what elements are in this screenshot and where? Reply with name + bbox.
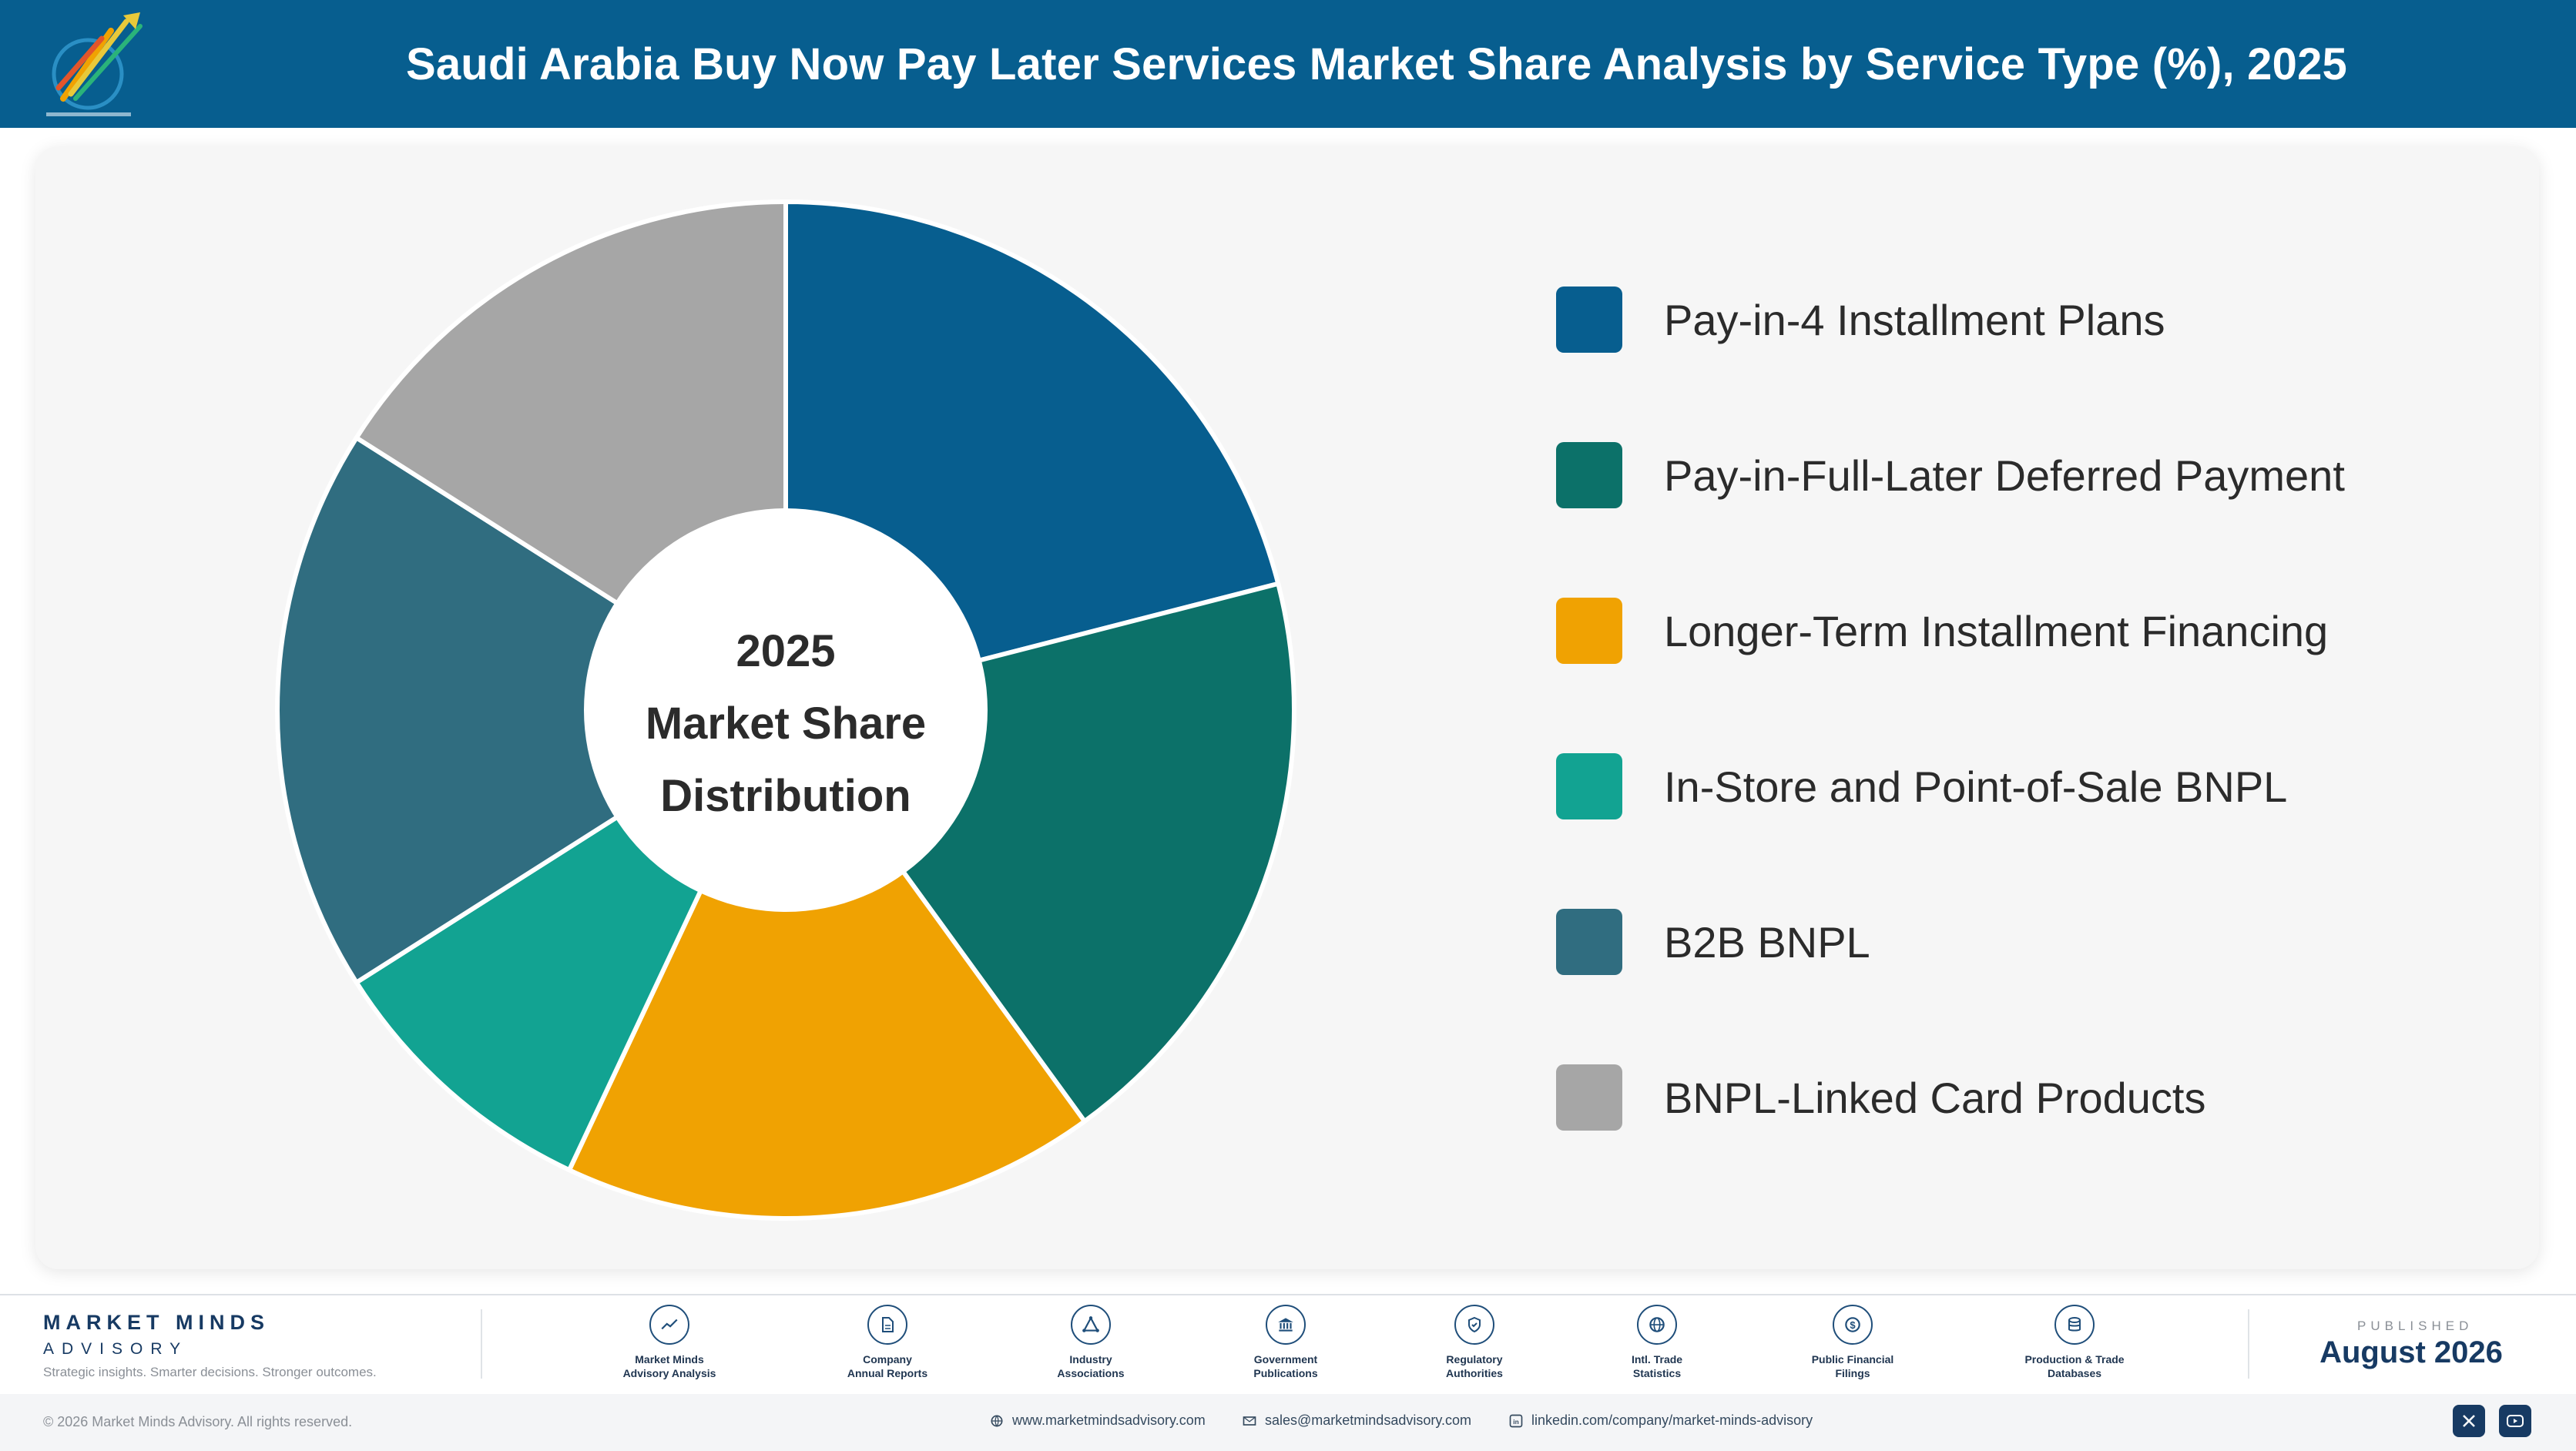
legend-swatch [1556,598,1622,664]
government-building-icon [1266,1305,1306,1345]
source-label: Industry Associations [1057,1353,1125,1379]
published-label: PUBLISHED [2357,1319,2474,1333]
shield-check-icon [1454,1305,1494,1345]
dollar-coin-icon: $ [1833,1305,1873,1345]
source-advisory-analysis: Market Minds Advisory Analysis [600,1305,739,1380]
svg-text:$: $ [1850,1319,1856,1331]
source-public-financial-filings: $ Public Financial Filings [1783,1305,1922,1380]
source-label: Company Annual Reports [847,1353,928,1379]
website-text: www.marketmindsadvisory.com [1012,1412,1206,1428]
brand-name: MARKET MINDS [43,1311,270,1334]
footer-sources-bar: MARKET MINDS ADVISORY Strategic insights… [0,1295,2576,1394]
database-icon [2054,1305,2095,1345]
globe-icon [991,1415,1003,1427]
mail-icon [1243,1416,1256,1426]
footer: MARKET MINDS ADVISORY Strategic insights… [0,1294,2576,1451]
source-industry-associations: Industry Associations [1021,1305,1160,1380]
legend-label: BNPL-Linked Card Products [1664,1073,2206,1122]
globe-icon [1637,1305,1677,1345]
center-label-year: 2025 [736,626,836,676]
legend-item-pay-in-full-later: Pay-in-Full-Later Deferred Payment [1556,441,2345,510]
legend-swatch [1556,442,1622,508]
source-government-publications: Government Publications [1216,1305,1355,1380]
page-title: Saudi Arabia Buy Now Pay Later Services … [405,39,2348,89]
legend-label: B2B BNPL [1664,917,1870,967]
legend-item-in-store-pos: In-Store and Point-of-Sale BNPL [1556,752,2287,821]
x-icon [2463,1415,2475,1427]
brand-subtitle: ADVISORY [43,1340,189,1358]
divider [2248,1309,2249,1379]
center-label-line3: Distribution [660,771,911,821]
copyright-text: © 2026 Market Minds Advisory. All rights… [43,1414,353,1429]
document-icon [867,1305,907,1345]
company-logo [46,12,143,116]
source-production-trade-databases: Production & Trade Databases [2005,1305,2144,1380]
legend-label: Longer-Term Installment Financing [1664,606,2329,655]
linkedin-icon: in [1509,1414,1523,1427]
chart-line-icon [649,1305,689,1345]
legend-swatch [1556,753,1622,819]
x-social-button[interactable] [2453,1405,2485,1437]
source-company-reports: Company Annual Reports [818,1305,957,1380]
source-label: Government Publications [1253,1353,1318,1379]
legend-label: Pay-in-4 Installment Plans [1664,295,2165,344]
source-label: Production & Trade Databases [2024,1353,2125,1379]
youtube-social-button[interactable] [2499,1405,2531,1437]
brand-tagline: Strategic insights. Smarter decisions. S… [43,1365,377,1379]
divider [481,1309,482,1379]
donut-center-label: 2025 Market Share Distribution [593,608,978,839]
linkedin-link[interactable]: in linkedin.com/company/market-minds-adv… [1508,1412,1813,1429]
youtube-icon [2507,1415,2524,1427]
source-intl-trade-statistics: Intl. Trade Statistics [1588,1305,1726,1380]
email-link[interactable]: sales@marketmindsadvisory.com [1242,1412,1471,1429]
linkedin-text: linkedin.com/company/market-minds-adviso… [1531,1412,1813,1428]
source-label: Regulatory Authorities [1446,1353,1503,1379]
source-label: Public Financial Filings [1811,1353,1894,1379]
network-icon [1071,1305,1111,1345]
website-link[interactable]: www.marketmindsadvisory.com [989,1412,1206,1429]
legend-item-longer-term-financing: Longer-Term Installment Financing [1556,596,2328,665]
source-regulatory-authorities: Regulatory Authorities [1405,1305,1544,1380]
legend-label: In-Store and Point-of-Sale BNPL [1664,762,2288,811]
legend-item-b2b-bnpl: B2B BNPL [1556,907,1870,977]
legend-swatch [1556,1064,1622,1131]
legend-swatch [1556,287,1622,353]
email-text: sales@marketmindsadvisory.com [1265,1412,1472,1428]
legend-item-card-products: BNPL-Linked Card Products [1556,1063,2205,1132]
center-label-line2: Market Share [645,699,927,749]
source-label: Intl. Trade Statistics [1631,1353,1683,1379]
source-label: Market Minds Advisory Analysis [622,1353,716,1379]
legend-item-pay-in-4: Pay-in-4 Installment Plans [1556,285,2165,354]
svg-text:in: in [1513,1417,1518,1425]
header-bar: Saudi Arabia Buy Now Pay Later Services … [0,0,2576,128]
legend-swatch [1556,909,1622,975]
published-date: August 2026 [2319,1335,2503,1369]
legend-label: Pay-in-Full-Later Deferred Payment [1664,451,2345,500]
